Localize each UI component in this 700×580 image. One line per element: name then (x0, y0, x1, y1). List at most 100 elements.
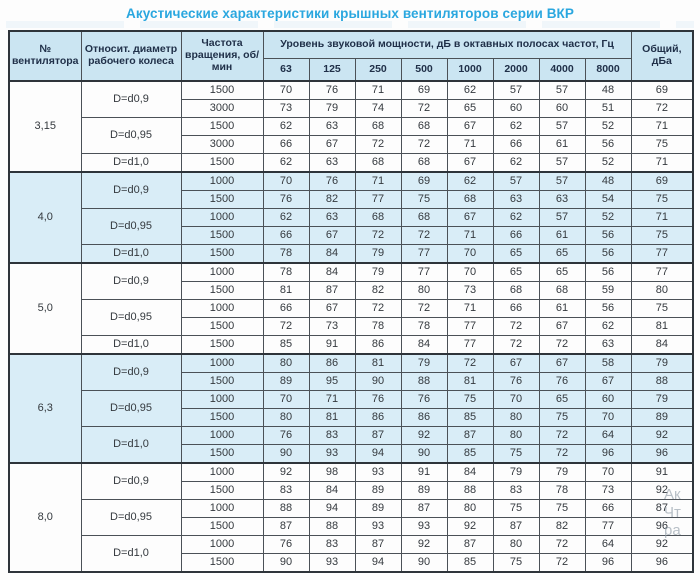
table-header: № вентилятора Относит. диаметр рабочего … (8, 30, 694, 82)
level-cell: 93 (354, 462, 402, 482)
level-cell: 89 (354, 499, 402, 518)
speed-cell: 1500 (180, 444, 264, 464)
table-row: D=d1,0 1000 76 83 87 92 87 80 72 64 92 (9, 535, 694, 573)
col-header-octave-title: Уровень звуковой мощности, дБ в октавных… (262, 30, 632, 59)
level-cell: 72 (400, 99, 448, 118)
level-cell: 67 (446, 153, 494, 173)
level-cell: 89 (400, 481, 448, 500)
level-cell: 87 (446, 426, 494, 445)
level-cell: 80 (492, 426, 540, 445)
table-row: 1500 90 93 94 90 85 75 72 96 96 (9, 444, 694, 464)
level-cell: 82 (308, 190, 356, 209)
level-cell: 79 (400, 353, 448, 373)
level-cell: 68 (400, 153, 448, 173)
level-cell: 89 (354, 481, 402, 500)
table-row: 3,15 D=d0,9 1500 70 76 71 69 62 57 57 48 69 (8, 80, 694, 173)
level-cell: 65 (538, 244, 586, 264)
level-cell: 73 (584, 481, 632, 500)
level-cell: 72 (354, 135, 402, 154)
total-cell: 80 (630, 281, 694, 300)
level-cell: 67 (538, 317, 586, 336)
table-row: 5,0 D=d0,9 1000 78 84 79 77 70 65 65 56 77 (8, 262, 694, 355)
level-cell: 88 (262, 499, 310, 518)
diameter-cell: D=d1,0 (80, 535, 182, 573)
watermark-line: Ак (664, 486, 681, 503)
level-cell: 70 (262, 80, 310, 100)
level-cell: 66 (262, 299, 310, 318)
col-header-diameter: Относит. диаметр рабочего колеса (80, 30, 182, 82)
table-row: 8,0 D=d0,9 1000 92 98 93 91 84 79 79 70 91 (8, 462, 694, 573)
speed-cell: 1500 (180, 80, 264, 100)
level-cell: 77 (584, 517, 632, 536)
level-cell: 76 (262, 190, 310, 209)
level-cell: 76 (308, 80, 356, 100)
octave-band-header: 500 (400, 58, 448, 82)
level-cell: 54 (584, 190, 632, 209)
level-cell: 85 (446, 553, 494, 573)
level-cell: 62 (262, 208, 310, 227)
diameter-cell: D=d1,0 (80, 426, 182, 464)
level-cell: 71 (446, 226, 494, 245)
level-cell: 83 (308, 426, 356, 445)
level-cell: 62 (584, 317, 632, 336)
level-cell: 72 (538, 444, 586, 464)
level-cell: 68 (492, 281, 540, 300)
speed-cell: 1500 (180, 117, 264, 136)
level-cell: 76 (308, 171, 356, 191)
level-cell: 77 (446, 317, 494, 336)
level-cell: 72 (400, 226, 448, 245)
speed-cell: 1500 (180, 153, 264, 173)
level-cell: 68 (354, 153, 402, 173)
table-row: 1500 83 84 89 89 88 83 78 73 92 (9, 481, 694, 500)
level-cell: 90 (354, 372, 402, 391)
level-cell: 60 (538, 99, 586, 118)
level-cell: 77 (354, 190, 402, 209)
level-cell: 85 (446, 444, 494, 464)
level-cell: 56 (584, 262, 632, 282)
speed-cell: 3000 (180, 99, 264, 118)
level-cell: 91 (308, 335, 356, 355)
diameter-cell: D=d1,0 (80, 335, 182, 355)
total-cell: 71 (630, 208, 694, 227)
level-cell: 72 (538, 335, 586, 355)
speed-cell: 1000 (180, 208, 264, 227)
level-cell: 87 (400, 499, 448, 518)
level-cell: 87 (354, 535, 402, 554)
level-cell: 66 (492, 299, 540, 318)
level-cell: 71 (354, 80, 402, 100)
watermark: Ак Чт ра (664, 486, 681, 540)
col-header-total: Общий, дБа (630, 30, 694, 82)
level-cell: 75 (446, 390, 494, 409)
level-cell: 62 (492, 208, 540, 227)
watermark-line: ра (664, 522, 681, 539)
level-cell: 57 (538, 80, 586, 100)
level-cell: 80 (262, 408, 310, 427)
level-cell: 72 (354, 226, 402, 245)
level-cell: 70 (446, 244, 494, 264)
level-cell: 86 (354, 335, 402, 355)
speed-cell: 1000 (180, 390, 264, 409)
level-cell: 75 (538, 499, 586, 518)
level-cell: 62 (262, 117, 310, 136)
level-cell: 56 (584, 226, 632, 245)
level-cell: 98 (308, 462, 356, 482)
total-cell: 91 (630, 462, 694, 482)
fan-number-cell: 3,15 (8, 80, 82, 173)
level-cell: 87 (308, 281, 356, 300)
table-row: D=d0,95 1500 62 63 68 68 67 62 57 52 71 (9, 117, 694, 154)
level-cell: 72 (538, 535, 586, 554)
level-cell: 81 (308, 408, 356, 427)
level-cell: 89 (262, 372, 310, 391)
level-cell: 73 (262, 99, 310, 118)
table-row: D=d1,0 1000 76 83 87 92 87 80 72 64 92 (9, 426, 694, 464)
level-cell: 75 (400, 190, 448, 209)
level-cell: 56 (584, 244, 632, 264)
level-cell: 57 (538, 171, 586, 191)
level-cell: 63 (308, 117, 356, 136)
level-cell: 67 (584, 372, 632, 391)
level-cell: 86 (354, 408, 402, 427)
level-cell: 67 (446, 208, 494, 227)
level-cell: 75 (538, 408, 586, 427)
level-cell: 57 (538, 208, 586, 227)
speed-cell: 1000 (180, 262, 264, 282)
